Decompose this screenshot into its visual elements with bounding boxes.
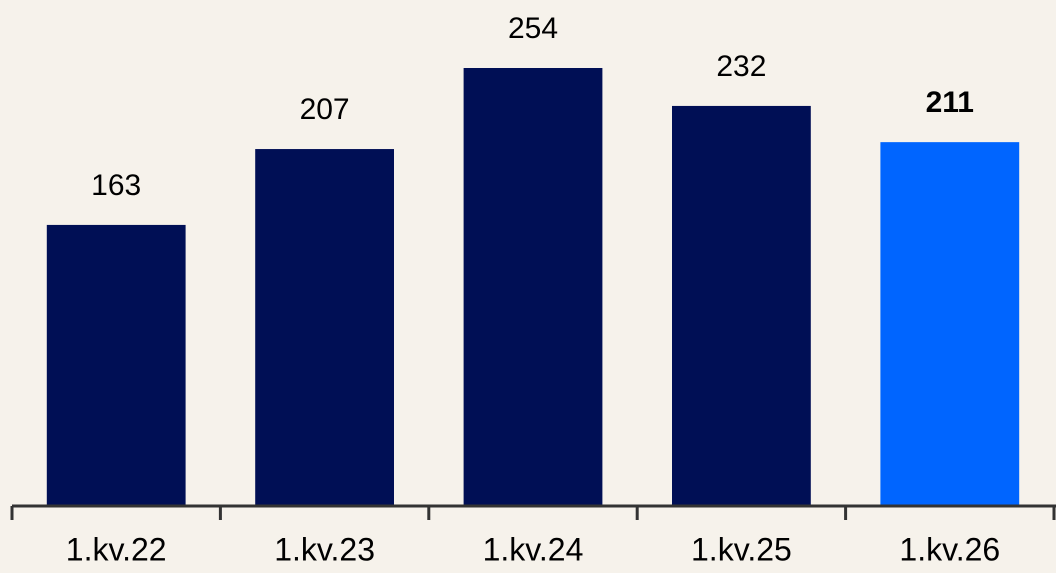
x-tick-label: 1.kv.22 <box>66 531 167 567</box>
x-tick-label: 1.kv.23 <box>274 531 375 567</box>
x-tick-label: 1.kv.25 <box>691 531 792 567</box>
x-tick-label: 1.kv.24 <box>483 531 584 567</box>
value-label: 207 <box>300 93 350 126</box>
bar <box>46 224 186 506</box>
value-label: 211 <box>926 86 974 119</box>
bar <box>672 105 811 506</box>
value-label: 163 <box>91 169 141 202</box>
value-label: 232 <box>716 50 766 83</box>
value-label: 254 <box>508 12 558 45</box>
x-tick-label: 1.kv.26 <box>899 531 1000 567</box>
bar <box>880 142 1020 507</box>
bar <box>463 68 603 506</box>
bar <box>255 149 394 506</box>
